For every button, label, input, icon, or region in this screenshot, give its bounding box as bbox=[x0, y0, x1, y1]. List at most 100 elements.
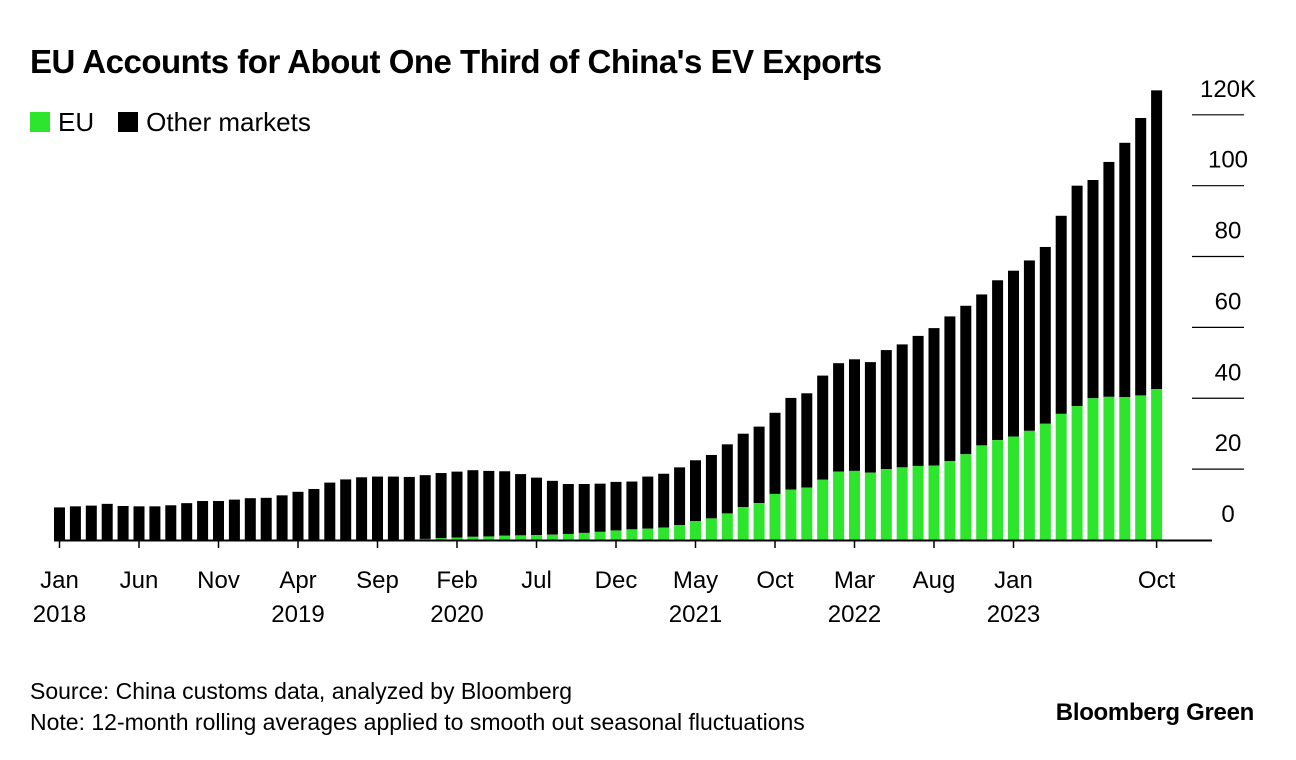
bar-eu bbox=[769, 493, 781, 540]
bar-other-markets bbox=[54, 507, 65, 540]
bar-other-markets bbox=[372, 476, 383, 540]
bar-other-markets bbox=[324, 482, 336, 540]
y-tick-label: 120K bbox=[1200, 76, 1256, 103]
bar-other-markets bbox=[340, 479, 352, 540]
x-tick-label-month: Jan bbox=[994, 567, 1033, 594]
bar-other-markets bbox=[69, 506, 81, 540]
bar-eu bbox=[435, 538, 447, 540]
bar-other-markets bbox=[546, 480, 558, 535]
bar-other-markets bbox=[467, 470, 479, 537]
bar-eu bbox=[1103, 396, 1115, 540]
x-tick-label-month: Apr bbox=[279, 567, 316, 594]
bar-other-markets bbox=[833, 363, 845, 472]
legend-label-eu: EU bbox=[58, 107, 95, 137]
bar-other-markets bbox=[181, 503, 193, 540]
bar-other-markets bbox=[705, 454, 717, 519]
bar-eu bbox=[1135, 395, 1147, 540]
bar-other-markets bbox=[117, 505, 129, 540]
legend: EU Other markets bbox=[30, 106, 335, 138]
x-tick-label-month: Nov bbox=[197, 567, 240, 594]
x-tick-label-month: Oct bbox=[756, 567, 794, 594]
bar-other-markets bbox=[292, 491, 304, 540]
bar-eu bbox=[1119, 397, 1131, 540]
bar-eu bbox=[1008, 436, 1019, 540]
bar-other-markets bbox=[1055, 215, 1067, 414]
bar-other-markets bbox=[769, 412, 781, 494]
bar-other-markets bbox=[244, 498, 256, 540]
bar-other-markets bbox=[992, 280, 1004, 441]
brand-logo: Bloomberg Green bbox=[1055, 699, 1255, 726]
bar-eu bbox=[467, 536, 479, 540]
bar-eu bbox=[976, 445, 988, 540]
bar-other-markets bbox=[260, 497, 272, 540]
bar-eu bbox=[785, 489, 797, 540]
x-tick-label-month: Sep bbox=[356, 567, 399, 594]
y-tick-label: 80 bbox=[1215, 218, 1242, 245]
legend-item-other[interactable]: Other markets bbox=[118, 106, 311, 138]
bar-eu bbox=[864, 472, 876, 540]
x-tick-label-month: Jun bbox=[120, 567, 159, 594]
bar-other-markets bbox=[880, 350, 892, 470]
bar-other-markets bbox=[133, 506, 145, 540]
bar-other-markets bbox=[387, 476, 399, 540]
x-tick-label-year: 2022 bbox=[828, 601, 881, 628]
bar-other-markets bbox=[356, 477, 368, 540]
bar-eu bbox=[610, 530, 622, 540]
legend-item-eu[interactable]: EU bbox=[30, 106, 94, 138]
bar-other-markets bbox=[562, 484, 574, 534]
bar-eu bbox=[1055, 413, 1067, 540]
bar-other-markets bbox=[435, 473, 447, 539]
bar-other-markets bbox=[578, 484, 590, 533]
bar-eu bbox=[1151, 389, 1163, 540]
source-note: Source: China customs data, analyzed by … bbox=[30, 678, 573, 704]
bar-eu bbox=[1071, 406, 1083, 540]
y-tick-label: 100 bbox=[1208, 147, 1248, 174]
bar-other-markets bbox=[928, 328, 940, 466]
bar-other-markets bbox=[753, 426, 765, 504]
x-tick-label-month: Oct bbox=[1138, 567, 1176, 594]
bar-other-markets bbox=[101, 503, 113, 540]
bar-other-markets bbox=[197, 501, 209, 540]
bar-other-markets bbox=[737, 433, 749, 508]
bar-eu bbox=[642, 528, 654, 540]
bar-eu bbox=[451, 537, 463, 540]
bar-eu bbox=[849, 470, 860, 540]
bar-eu bbox=[960, 454, 972, 540]
bar-eu bbox=[737, 507, 749, 540]
bar-other-markets bbox=[165, 505, 177, 540]
bar-other-markets bbox=[1151, 90, 1163, 390]
x-tick-label-month: Jul bbox=[521, 567, 552, 594]
y-tick-label: 20 bbox=[1215, 430, 1242, 457]
bar-eu bbox=[499, 535, 511, 540]
bar-other-markets bbox=[451, 471, 463, 538]
legend-label-other: Other markets bbox=[146, 107, 311, 137]
x-tick-label-month: Aug bbox=[913, 567, 956, 594]
bar-eu bbox=[880, 469, 892, 540]
bar-other-markets bbox=[1039, 246, 1051, 424]
bar-other-markets bbox=[308, 488, 320, 540]
x-tick-label-month: Dec bbox=[595, 567, 638, 594]
x-tick-label-year: 2021 bbox=[669, 601, 722, 628]
bar-eu bbox=[531, 535, 542, 540]
x-tick-label-month: May bbox=[673, 567, 718, 594]
bar-eu bbox=[944, 460, 956, 540]
bar-other-markets bbox=[849, 359, 860, 471]
y-tick-label: 60 bbox=[1215, 288, 1242, 315]
bar-other-markets bbox=[626, 481, 638, 530]
bar-other-markets bbox=[642, 476, 654, 529]
bar-eu bbox=[833, 471, 845, 540]
bar-other-markets bbox=[817, 375, 829, 480]
bar-eu bbox=[1023, 430, 1035, 540]
bar-eu bbox=[419, 538, 431, 540]
bar-eu bbox=[705, 518, 717, 540]
x-tick-label-year: 2018 bbox=[33, 601, 86, 628]
bar-other-markets bbox=[276, 495, 288, 540]
bar-eu bbox=[674, 525, 686, 540]
bar-other-markets bbox=[483, 470, 495, 537]
bar-eu bbox=[658, 527, 670, 540]
footnote: Note: 12-month rolling averages applied … bbox=[30, 709, 805, 735]
bar-other-markets bbox=[1008, 270, 1019, 437]
bar-other-markets bbox=[610, 481, 622, 531]
bar-eu bbox=[690, 521, 701, 540]
bar-other-markets bbox=[531, 477, 542, 536]
